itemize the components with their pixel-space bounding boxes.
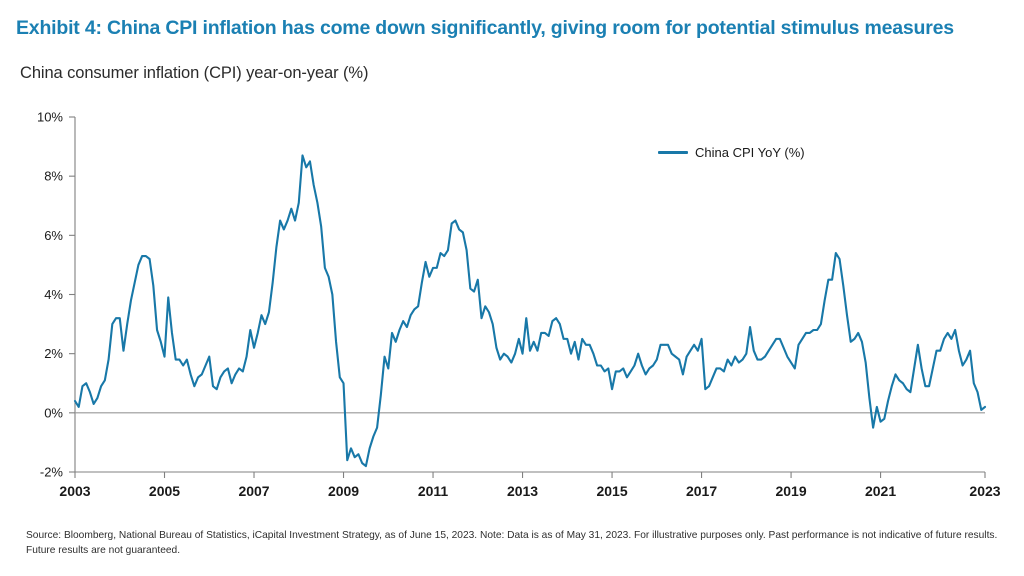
y-axis-tick-label: 0%: [44, 405, 63, 420]
y-axis-tick-label: 8%: [44, 169, 63, 184]
page-title: Exhibit 4: China CPI inflation has come …: [16, 17, 954, 39]
x-axis-tick-label: 2015: [596, 483, 627, 499]
x-axis-tick-label: 2005: [149, 483, 180, 499]
x-axis-tick-label: 2017: [686, 483, 717, 499]
legend-line-icon: [658, 151, 688, 154]
x-axis-tick-label: 2013: [507, 483, 538, 499]
x-axis-tick-label: 2019: [775, 483, 806, 499]
cpi-line-chart: 10% 8% 6% 4% 2% 0% -2% 2003 2005 2007 2009 2011 2013…: [37, 110, 1001, 500]
y-axis-tick-label: -2%: [40, 465, 64, 480]
chart-legend: China CPI YoY (%): [658, 145, 805, 160]
chart-plot-area: 10% 8% 6% 4% 2% 0% -2% 2003 2005 2007 2009 2011 2013…: [0, 100, 1024, 510]
y-axis-tick-label: 4%: [44, 287, 63, 302]
y-axis-tick-label: 10%: [37, 110, 63, 125]
x-axis-tick-label: 2021: [865, 483, 896, 499]
x-axis-tick-label: 2023: [969, 483, 1000, 499]
y-axis-tick-label: 2%: [44, 346, 63, 361]
x-axis-tick-label: 2003: [59, 483, 90, 499]
y-axis-tick-label: 6%: [44, 228, 63, 243]
x-axis-tick-label: 2009: [328, 483, 359, 499]
x-axis-tick-label: 2011: [418, 483, 449, 499]
x-axis-tick-label: 2007: [238, 483, 269, 499]
source-footnote: Source: Bloomberg, National Bureau of St…: [26, 530, 998, 556]
cpi-series-line: [73, 154, 987, 468]
chart-subtitle: China consumer inflation (CPI) year-on-y…: [20, 64, 369, 82]
legend-label-china-cpi: China CPI YoY (%): [695, 145, 805, 160]
